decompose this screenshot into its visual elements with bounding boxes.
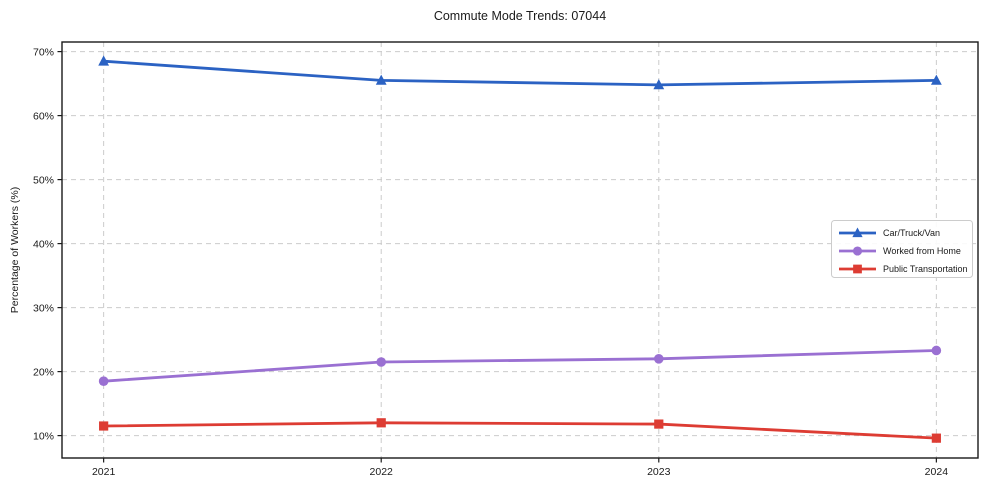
series-car-truck-van [98,55,942,90]
y-axis-label: Percentage of Workers (%) [9,186,21,314]
circle-marker [98,376,109,387]
legend-label: Public Transportation [883,264,968,274]
legend [831,220,973,278]
legend-box [831,220,973,278]
square-marker [654,419,664,429]
y-tick-label: 20% [33,366,54,378]
circle-marker [852,246,863,256]
x-tick-label: 2022 [370,466,394,478]
y-tick-label: 60% [33,110,54,122]
square-marker [931,433,941,443]
series-line [102,59,938,87]
series-worked-from-home [98,345,942,387]
series-public-transportation [99,418,941,443]
y-tick-label: 70% [33,46,54,58]
square-marker [376,418,386,428]
series-line [102,421,938,440]
y-tick-label: 30% [33,302,54,314]
y-tick-label: 50% [33,174,54,186]
triangle-marker [930,74,942,85]
y-tick-label: 10% [33,430,54,442]
triangle-marker [98,55,110,66]
x-tick-label: 2023 [647,466,671,478]
circle-marker [931,345,942,356]
square-marker [853,264,862,274]
x-tick-label: 2024 [925,466,949,478]
series-line [102,349,938,383]
square-marker [99,421,109,431]
x-tick-label: 2021 [92,466,116,478]
circle-marker [376,357,387,367]
plot-border [61,41,979,459]
y-tick-label: 40% [33,238,54,250]
circle-marker [653,354,664,364]
legend-label: Worked from Home [883,246,961,256]
triangle-marker [852,227,863,238]
triangle-marker [375,74,387,85]
triangle-marker [653,79,665,90]
legend-label: Car/Truck/Van [883,228,940,238]
chart-title: Commute Mode Trends: 07044 [433,9,607,23]
